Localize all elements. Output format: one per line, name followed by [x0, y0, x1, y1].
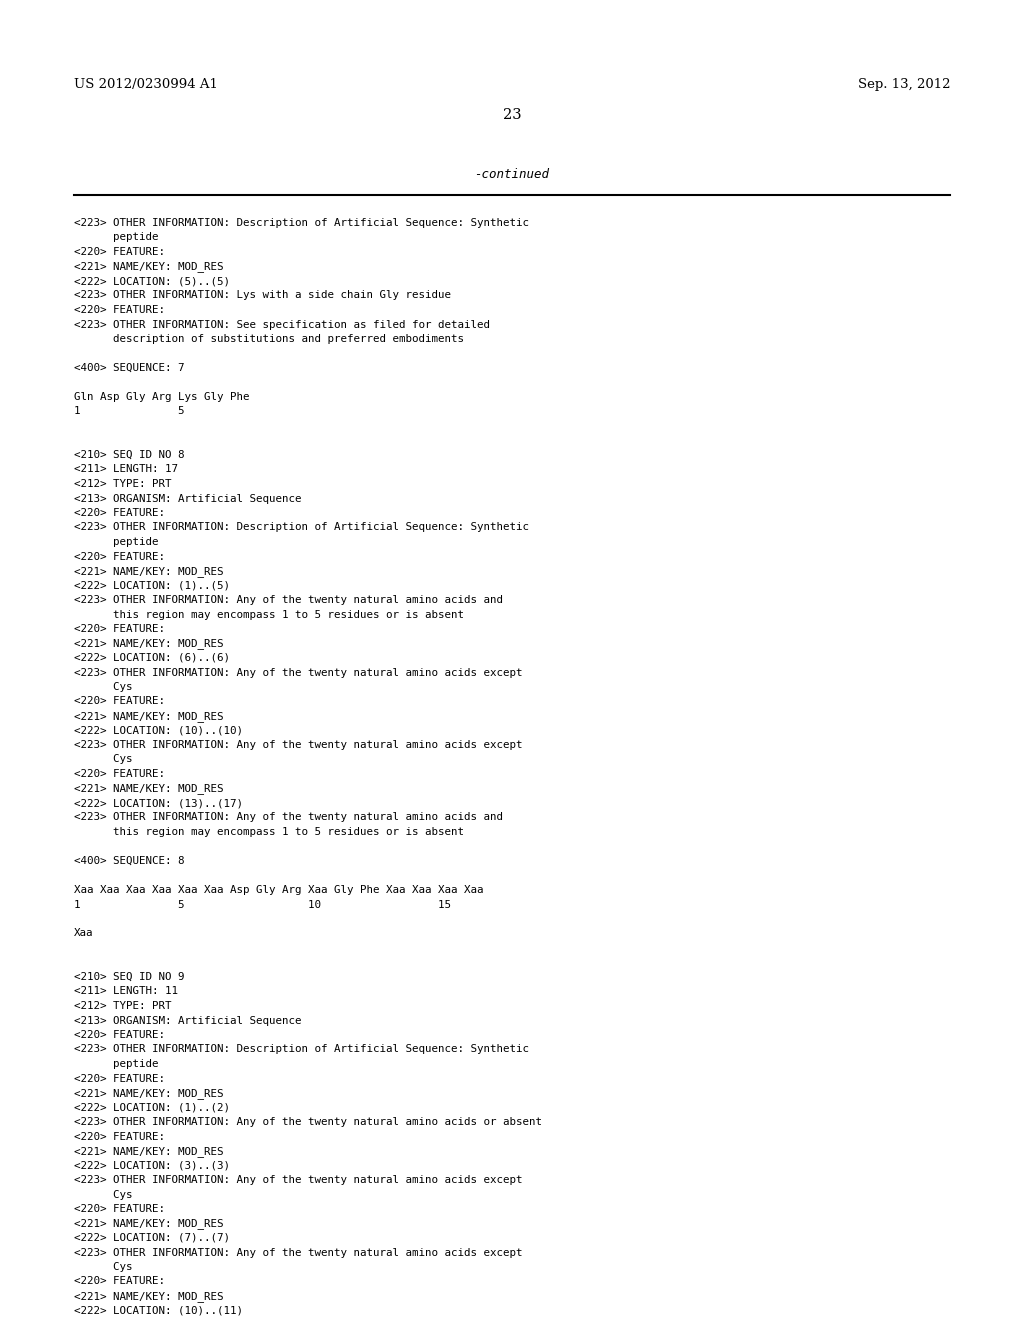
Text: Gln Asp Gly Arg Lys Gly Phe: Gln Asp Gly Arg Lys Gly Phe: [74, 392, 249, 403]
Text: peptide: peptide: [74, 537, 159, 546]
Text: <220> FEATURE:: <220> FEATURE:: [74, 1073, 165, 1084]
Text: <223> OTHER INFORMATION: Any of the twenty natural amino acids except: <223> OTHER INFORMATION: Any of the twen…: [74, 668, 522, 677]
Text: <221> NAME/KEY: MOD_RES: <221> NAME/KEY: MOD_RES: [74, 1088, 223, 1100]
Text: <221> NAME/KEY: MOD_RES: <221> NAME/KEY: MOD_RES: [74, 1291, 223, 1302]
Text: <220> FEATURE:: <220> FEATURE:: [74, 1276, 165, 1287]
Text: <221> NAME/KEY: MOD_RES: <221> NAME/KEY: MOD_RES: [74, 566, 223, 577]
Text: <220> FEATURE:: <220> FEATURE:: [74, 247, 165, 257]
Text: <223> OTHER INFORMATION: Description of Artificial Sequence: Synthetic: <223> OTHER INFORMATION: Description of …: [74, 523, 528, 532]
Text: 1               5                   10                  15: 1 5 10 15: [74, 899, 451, 909]
Text: description of substitutions and preferred embodiments: description of substitutions and preferr…: [74, 334, 464, 345]
Text: US 2012/0230994 A1: US 2012/0230994 A1: [74, 78, 218, 91]
Text: peptide: peptide: [74, 1059, 159, 1069]
Text: Cys: Cys: [74, 755, 132, 764]
Text: this region may encompass 1 to 5 residues or is absent: this region may encompass 1 to 5 residue…: [74, 828, 464, 837]
Text: <213> ORGANISM: Artificial Sequence: <213> ORGANISM: Artificial Sequence: [74, 1015, 301, 1026]
Text: <220> FEATURE:: <220> FEATURE:: [74, 552, 165, 561]
Text: <222> LOCATION: (13)..(17): <222> LOCATION: (13)..(17): [74, 799, 243, 808]
Text: <222> LOCATION: (1)..(2): <222> LOCATION: (1)..(2): [74, 1102, 229, 1113]
Text: Cys: Cys: [74, 1189, 132, 1200]
Text: <210> SEQ ID NO 8: <210> SEQ ID NO 8: [74, 450, 184, 459]
Text: <212> TYPE: PRT: <212> TYPE: PRT: [74, 479, 171, 488]
Text: <221> NAME/KEY: MOD_RES: <221> NAME/KEY: MOD_RES: [74, 639, 223, 649]
Text: <220> FEATURE:: <220> FEATURE:: [74, 305, 165, 315]
Text: <222> LOCATION: (6)..(6): <222> LOCATION: (6)..(6): [74, 653, 229, 663]
Text: <400> SEQUENCE: 7: <400> SEQUENCE: 7: [74, 363, 184, 374]
Text: <220> FEATURE:: <220> FEATURE:: [74, 1030, 165, 1040]
Text: <221> NAME/KEY: MOD_RES: <221> NAME/KEY: MOD_RES: [74, 261, 223, 272]
Text: 1               5: 1 5: [74, 407, 184, 417]
Text: Xaa Xaa Xaa Xaa Xaa Xaa Asp Gly Arg Xaa Gly Phe Xaa Xaa Xaa Xaa: Xaa Xaa Xaa Xaa Xaa Xaa Asp Gly Arg Xaa …: [74, 884, 483, 895]
Text: <223> OTHER INFORMATION: Any of the twenty natural amino acids and: <223> OTHER INFORMATION: Any of the twen…: [74, 595, 503, 605]
Text: <213> ORGANISM: Artificial Sequence: <213> ORGANISM: Artificial Sequence: [74, 494, 301, 503]
Text: <220> FEATURE:: <220> FEATURE:: [74, 508, 165, 517]
Text: <221> NAME/KEY: MOD_RES: <221> NAME/KEY: MOD_RES: [74, 1218, 223, 1229]
Text: <222> LOCATION: (10)..(10): <222> LOCATION: (10)..(10): [74, 726, 243, 735]
Text: <223> OTHER INFORMATION: Description of Artificial Sequence: Synthetic: <223> OTHER INFORMATION: Description of …: [74, 218, 528, 228]
Text: <223> OTHER INFORMATION: Description of Artificial Sequence: Synthetic: <223> OTHER INFORMATION: Description of …: [74, 1044, 528, 1055]
Text: <220> FEATURE:: <220> FEATURE:: [74, 1131, 165, 1142]
Text: <221> NAME/KEY: MOD_RES: <221> NAME/KEY: MOD_RES: [74, 711, 223, 722]
Text: <212> TYPE: PRT: <212> TYPE: PRT: [74, 1001, 171, 1011]
Text: <221> NAME/KEY: MOD_RES: <221> NAME/KEY: MOD_RES: [74, 1146, 223, 1156]
Text: <211> LENGTH: 11: <211> LENGTH: 11: [74, 986, 178, 997]
Text: <223> OTHER INFORMATION: Any of the twenty natural amino acids except: <223> OTHER INFORMATION: Any of the twen…: [74, 741, 522, 750]
Text: <222> LOCATION: (7)..(7): <222> LOCATION: (7)..(7): [74, 1233, 229, 1243]
Text: <220> FEATURE:: <220> FEATURE:: [74, 1204, 165, 1214]
Text: this region may encompass 1 to 5 residues or is absent: this region may encompass 1 to 5 residue…: [74, 610, 464, 619]
Text: 23: 23: [503, 108, 521, 121]
Text: <223> OTHER INFORMATION: Any of the twenty natural amino acids except: <223> OTHER INFORMATION: Any of the twen…: [74, 1247, 522, 1258]
Text: Cys: Cys: [74, 682, 132, 692]
Text: Cys: Cys: [74, 1262, 132, 1272]
Text: <223> OTHER INFORMATION: Lys with a side chain Gly residue: <223> OTHER INFORMATION: Lys with a side…: [74, 290, 451, 301]
Text: <211> LENGTH: 17: <211> LENGTH: 17: [74, 465, 178, 474]
Text: <222> LOCATION: (1)..(5): <222> LOCATION: (1)..(5): [74, 581, 229, 590]
Text: <220> FEATURE:: <220> FEATURE:: [74, 624, 165, 634]
Text: <223> OTHER INFORMATION: See specification as filed for detailed: <223> OTHER INFORMATION: See specificati…: [74, 319, 489, 330]
Text: Sep. 13, 2012: Sep. 13, 2012: [858, 78, 950, 91]
Text: Xaa: Xaa: [74, 928, 93, 939]
Text: <221> NAME/KEY: MOD_RES: <221> NAME/KEY: MOD_RES: [74, 784, 223, 795]
Text: <400> SEQUENCE: 8: <400> SEQUENCE: 8: [74, 855, 184, 866]
Text: <210> SEQ ID NO 9: <210> SEQ ID NO 9: [74, 972, 184, 982]
Text: <222> LOCATION: (10)..(11): <222> LOCATION: (10)..(11): [74, 1305, 243, 1316]
Text: <220> FEATURE:: <220> FEATURE:: [74, 697, 165, 706]
Text: -continued: -continued: [474, 168, 550, 181]
Text: peptide: peptide: [74, 232, 159, 243]
Text: <223> OTHER INFORMATION: Any of the twenty natural amino acids or absent: <223> OTHER INFORMATION: Any of the twen…: [74, 1117, 542, 1127]
Text: <222> LOCATION: (3)..(3): <222> LOCATION: (3)..(3): [74, 1160, 229, 1171]
Text: <222> LOCATION: (5)..(5): <222> LOCATION: (5)..(5): [74, 276, 229, 286]
Text: <223> OTHER INFORMATION: Any of the twenty natural amino acids except: <223> OTHER INFORMATION: Any of the twen…: [74, 1175, 522, 1185]
Text: <220> FEATURE:: <220> FEATURE:: [74, 770, 165, 779]
Text: <223> OTHER INFORMATION: Any of the twenty natural amino acids and: <223> OTHER INFORMATION: Any of the twen…: [74, 813, 503, 822]
